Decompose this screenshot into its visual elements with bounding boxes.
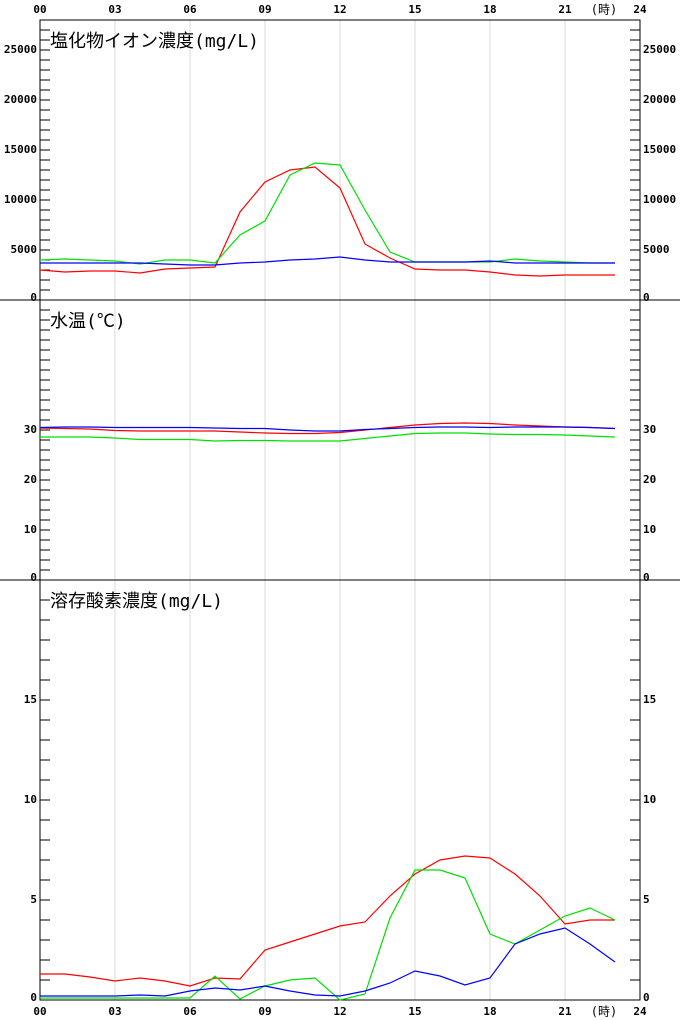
y-tick-label: 10 — [24, 523, 37, 536]
y-tick-label: 0 — [643, 991, 650, 1004]
y-tick-label: 15000 — [4, 143, 37, 156]
x-tick-label: 00 — [33, 3, 46, 16]
y-tick-label: 25000 — [643, 43, 676, 56]
x-tick-label: 15 — [408, 3, 421, 16]
y-tick-label: 0 — [30, 571, 37, 584]
y-tick-label: 15 — [24, 693, 37, 706]
x-tick-label: 21 — [558, 3, 572, 16]
x-tick-label: 03 — [108, 1005, 121, 1018]
x-tick-label: 09 — [258, 1005, 271, 1018]
x-unit-label: (時) — [591, 3, 617, 17]
series-line — [40, 432, 616, 442]
chart-title: 水温(℃) — [50, 311, 126, 332]
y-tick-label: 5000 — [11, 243, 38, 256]
x-tick-label: 06 — [183, 1005, 197, 1018]
x-tick-label: 03 — [108, 3, 121, 16]
x-unit-label: (時) — [591, 1005, 617, 1019]
y-tick-label: 20 — [24, 473, 37, 486]
y-tick-label: 10 — [643, 523, 656, 536]
x-tick-label: 09 — [258, 3, 271, 16]
x-tick-label: 24 — [633, 3, 647, 16]
x-tick-label: 24 — [633, 1005, 647, 1018]
x-tick-label: 21 — [558, 1005, 572, 1018]
x-tick-label: 00 — [33, 1005, 46, 1018]
y-tick-label: 5 — [643, 893, 650, 906]
y-tick-label: 20000 — [643, 93, 676, 106]
x-tick-label: 18 — [483, 3, 496, 16]
y-tick-label: 0 — [30, 291, 37, 304]
chart-title: 塩化物イオン濃度(mg/L) — [50, 31, 259, 52]
x-tick-label: 06 — [183, 3, 197, 16]
y-tick-label: 10000 — [643, 193, 676, 206]
y-tick-label: 0 — [643, 571, 650, 584]
y-tick-label: 15 — [643, 693, 656, 706]
y-tick-label: 20000 — [4, 93, 37, 106]
chart-title: 溶存酸素濃度(mg/L) — [50, 591, 223, 612]
y-tick-label: 5 — [30, 893, 37, 906]
y-tick-label: 5000 — [643, 243, 670, 256]
series-line — [40, 927, 616, 997]
y-tick-label: 20 — [643, 473, 656, 486]
series-line — [39, 426, 616, 432]
y-tick-label: 15000 — [643, 143, 676, 156]
y-tick-label: 30 — [643, 423, 656, 436]
x-tick-label: 12 — [333, 1005, 346, 1018]
x-tick-label: 12 — [333, 3, 346, 16]
y-tick-label: 0 — [30, 991, 37, 1004]
series-line — [40, 855, 615, 987]
series-line — [40, 869, 616, 1001]
y-tick-label: 10000 — [4, 193, 37, 206]
y-tick-label: 10 — [24, 793, 37, 806]
series-line — [39, 422, 616, 435]
y-tick-label: 25000 — [4, 43, 37, 56]
x-tick-label: 15 — [408, 1005, 421, 1018]
y-tick-label: 10 — [643, 793, 656, 806]
series-line — [40, 256, 615, 266]
series-line — [39, 166, 615, 277]
y-tick-label: 30 — [24, 423, 37, 436]
x-tick-label: 18 — [483, 1005, 496, 1018]
y-tick-label: 0 — [643, 291, 650, 304]
